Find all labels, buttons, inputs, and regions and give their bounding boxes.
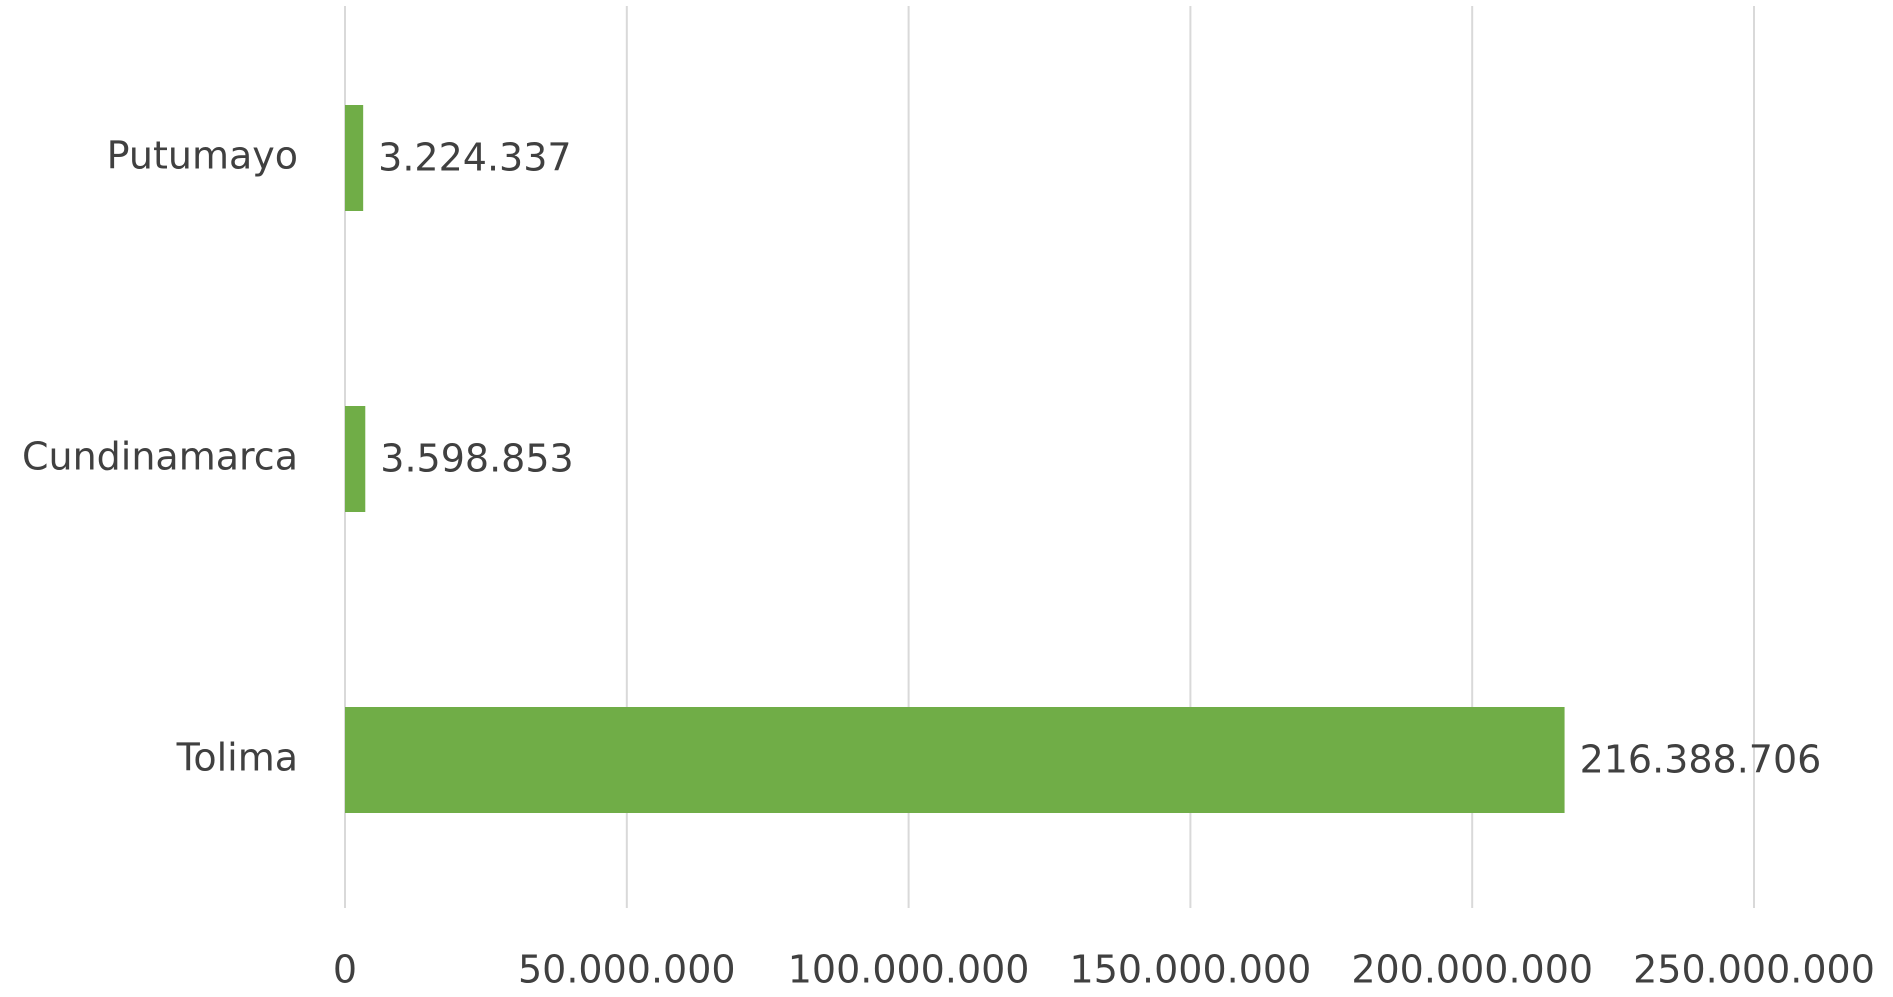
bar <box>345 707 1565 813</box>
x-tick-label: 50.000.000 <box>518 948 736 992</box>
y-tick-label: Tolima <box>176 736 298 780</box>
bar <box>345 105 364 211</box>
data-label: 3.224.337 <box>378 136 571 180</box>
x-tick-label: 200.000.000 <box>1351 948 1593 992</box>
data-label: 3.598.853 <box>380 437 573 481</box>
x-tick-label: 250.000.000 <box>1633 948 1875 992</box>
x-tick-label: 0 <box>333 948 357 992</box>
x-tick-label: 100.000.000 <box>788 948 1030 992</box>
x-tick-label: 150.000.000 <box>1070 948 1312 992</box>
y-tick-label: Cundinamarca <box>22 435 298 479</box>
data-label: 216.388.706 <box>1580 738 1822 782</box>
bar <box>345 406 366 512</box>
y-tick-label: Putumayo <box>107 134 298 178</box>
